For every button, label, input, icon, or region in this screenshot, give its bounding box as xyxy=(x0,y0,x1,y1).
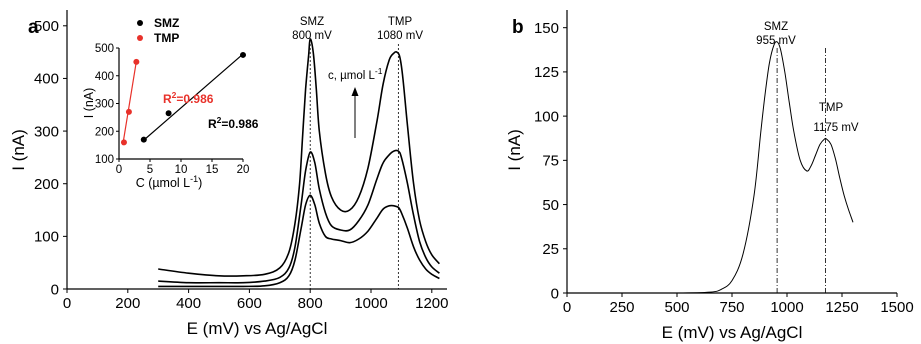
inset-point-tmp xyxy=(120,139,127,146)
tmp-peak-potential: 1080 mV xyxy=(377,30,423,42)
smz-peak-potential: 800 mV xyxy=(292,30,332,42)
panel-a-label: a xyxy=(28,17,39,38)
panel-a-y-tick-label: 200 xyxy=(34,176,59,193)
inset-legend-tmp-marker xyxy=(137,35,143,41)
panel-b-y-tick-label: 25 xyxy=(542,241,559,258)
panel-a-y-tick-label: 300 xyxy=(34,123,59,140)
inset-r2-tmp: R2=0.986 xyxy=(163,90,214,106)
panel-b-y-ticks: 0 25 50 75 100 125 150 xyxy=(534,20,567,302)
panel-b-tmp-peak-potential: 1175 mV xyxy=(813,122,859,134)
panel-b-x-ticks: 0 250 500 750 1000 1250 1500 xyxy=(563,293,914,316)
panel-b: b 0 250 500 750 1000 1250 1500 0 25 50 75 100 125 15… xyxy=(505,10,914,342)
inset-legend-smz-marker xyxy=(137,20,143,26)
inset-y-tick-label: 500 xyxy=(95,43,114,55)
inset-point-smz xyxy=(140,136,147,143)
inset-r2-smz: R2=0.986 xyxy=(208,115,259,131)
inset-legend-smz-label: SMZ xyxy=(154,16,179,30)
panel-a-x-tick-label: 800 xyxy=(298,295,323,312)
panel-a-x-ticks: 0 200 400 600 800 1000 1200 xyxy=(63,289,448,312)
panel-b-x-axis-title: E (mV) vs Ag/AgCl xyxy=(662,323,803,342)
inset-legend-tmp-label: TMP xyxy=(154,31,179,45)
panel-a-y-axis-title: I (nA) xyxy=(9,129,28,171)
inset-y-tick-label: 200 xyxy=(95,126,114,138)
panel-a-y-tick-label: 500 xyxy=(34,18,59,35)
inset-fit-smz xyxy=(143,53,244,141)
panel-a-voltammogram-3 xyxy=(158,194,440,288)
inset-x-tick-label: 0 xyxy=(116,164,122,176)
panel-a: a 0 200 400 600 800 1000 1200 0100200300400500… xyxy=(9,10,448,338)
panel-a-voltammogram-1 xyxy=(158,38,441,277)
panel-b-y-tick-label: 75 xyxy=(542,153,559,170)
panel-b-y-tick-label: 125 xyxy=(534,64,559,81)
panel-a-x-tick-label: 200 xyxy=(115,295,140,312)
panel-b-y-tick-label: 0 xyxy=(551,285,559,302)
panel-a-x-tick-label: 600 xyxy=(237,295,262,312)
panel-a-series xyxy=(158,38,441,288)
panel-a-x-tick-label: 1000 xyxy=(354,295,387,312)
inset-fit-lines xyxy=(122,53,244,146)
inset-point-tmp xyxy=(125,108,132,115)
inset-y-axis-title: I (nA) xyxy=(82,88,96,119)
inset-y-tick-label: 100 xyxy=(95,154,114,166)
panel-b-x-tick-label: 1000 xyxy=(770,299,803,316)
panel-b-x-tick-label: 250 xyxy=(609,299,634,316)
inset-y-tick-label: 300 xyxy=(95,99,114,111)
panel-b-x-tick-label: 1250 xyxy=(825,299,858,316)
panel-b-x-tick-label: 1500 xyxy=(880,299,913,316)
inset-x-tick-label: 15 xyxy=(206,164,219,176)
panel-b-y-tick-label: 150 xyxy=(534,20,559,37)
panel-b-series xyxy=(632,41,854,294)
panel-b-peak-markers xyxy=(776,48,826,293)
panel-a-voltammogram-2 xyxy=(158,149,440,284)
inset-x-tick-label: 5 xyxy=(147,164,153,176)
panel-a-x-tick-label: 400 xyxy=(176,295,201,312)
panel-a-y-ticks: 0 100 200 300 400 500 xyxy=(34,18,67,298)
panel-a-peak-markers xyxy=(309,44,399,289)
inset-point-smz xyxy=(165,110,172,117)
panel-b-voltammogram xyxy=(632,41,854,294)
inset-x-tick-label: 10 xyxy=(175,164,188,176)
panel-a-y-tick-label: 400 xyxy=(34,71,59,88)
inset-points xyxy=(120,51,246,146)
panel-b-y-axis-title: I (nA) xyxy=(505,129,524,171)
panel-a-inset: 0 5 10 15 20 100 200 300 400 500 C (µmol L-1) I … xyxy=(82,16,259,190)
panel-a-y-tick-label: 100 xyxy=(34,229,59,246)
panel-b-y-tick-label: 100 xyxy=(534,108,559,125)
panel-b-y-tick-label: 50 xyxy=(542,197,559,214)
panel-b-smz-peak-name: SMZ xyxy=(764,21,788,33)
panel-b-tmp-peak-name: TMP xyxy=(819,102,844,114)
inset-point-smz xyxy=(240,51,246,58)
panel-b-smz-peak-potential: 955 mV xyxy=(756,35,796,47)
inset-x-tick-label: 20 xyxy=(237,164,250,176)
inset-y-ticks: 100 200 300 400 500 xyxy=(95,43,119,166)
inset-point-tmp xyxy=(133,58,140,65)
tmp-peak-name: TMP xyxy=(388,16,413,28)
panel-b-x-tick-label: 500 xyxy=(664,299,689,316)
panel-b-label: b xyxy=(512,17,524,38)
inset-x-axis-title: C (µmol L-1) xyxy=(136,174,203,190)
panel-a-y-tick-label: 0 xyxy=(51,281,59,298)
inset-x-ticks: 0 5 10 15 20 xyxy=(116,159,250,176)
panel-b-x-tick-label: 0 xyxy=(563,299,571,316)
concentration-arrow-head xyxy=(351,87,359,96)
concentration-arrow-label: c, µmol L-1 xyxy=(328,66,383,82)
inset-fit-tmp xyxy=(122,61,137,146)
smz-peak-name: SMZ xyxy=(300,16,324,28)
panel-a-x-tick-label: 0 xyxy=(63,295,71,312)
panel-b-x-tick-label: 750 xyxy=(719,299,744,316)
panel-a-x-tick-label: 1200 xyxy=(415,295,448,312)
inset-y-tick-label: 400 xyxy=(95,71,114,83)
panel-a-x-axis-title: E (mV) vs Ag/AgCl xyxy=(187,319,328,338)
